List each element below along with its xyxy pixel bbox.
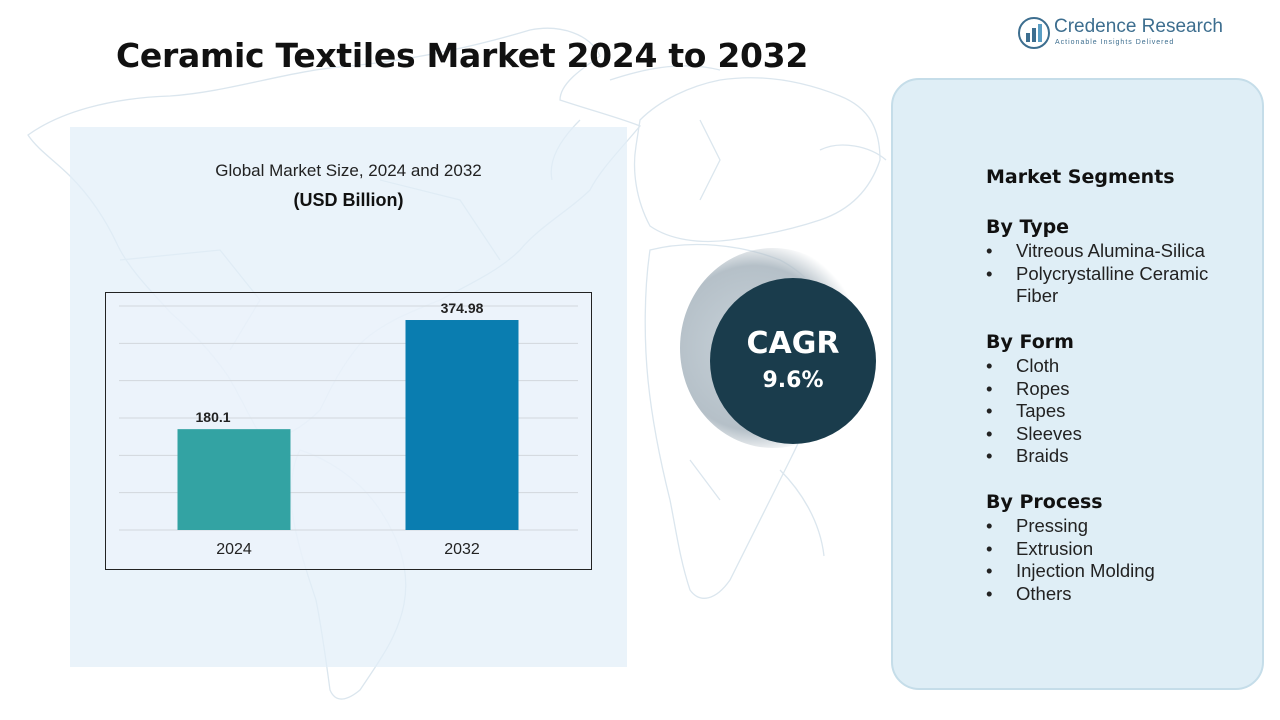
chart-heading: Global Market Size, 2024 and 2032	[215, 161, 482, 180]
logo-name: Credence Research	[1054, 16, 1223, 37]
bullet-icon: •	[986, 515, 993, 536]
segment-item-label: Pressing	[1016, 515, 1088, 536]
page-title: Ceramic Textiles Market 2024 to 2032	[116, 36, 808, 75]
segment-item-label: Sleeves	[1016, 422, 1082, 444]
bullet-icon: •	[986, 537, 993, 559]
segment-item-label: Cloth	[1016, 355, 1060, 376]
segment-item-label: Vitreous Alumina-Silica	[1016, 240, 1205, 261]
bullet-icon: •	[986, 445, 993, 466]
value-label-2032: 374.98	[441, 300, 484, 316]
segment-item-label: Tapes	[1016, 400, 1066, 421]
segment-item-label: Others	[1016, 582, 1072, 604]
logo-tagline: Actionable Insights Delivered	[1055, 39, 1175, 46]
segment-group-title: By Type	[986, 216, 1070, 238]
bullet-icon: •	[986, 262, 993, 284]
bullet-icon: •	[986, 355, 993, 376]
segment-item: • Injection Molding	[986, 560, 1246, 583]
bar-chart: 180.1 2024 374.98 2032	[119, 300, 578, 558]
segment-list: • Pressing • Extrusion • Injection Molding • Ot…	[986, 515, 1246, 605]
segment-item: • Ropes	[986, 378, 1246, 401]
segment-list: • Cloth • Ropes • Tapes • Sleeves • Braids	[986, 355, 1246, 468]
bullet-icon: •	[986, 582, 993, 604]
bullet-icon: •	[986, 400, 993, 421]
bullet-icon: •	[986, 560, 993, 581]
segment-item: • Vitreous Alumina-Silica	[986, 240, 1246, 263]
segment-item-label: Braids	[1016, 445, 1069, 466]
tick-label-2024: 2024	[216, 541, 252, 558]
segments-title: Market Segments	[986, 166, 1175, 188]
segment-item: • Pressing	[986, 515, 1246, 538]
cagr-label: CAGR	[746, 326, 840, 361]
segment-item-label: Extrusion	[1016, 537, 1094, 559]
bar-chart-logo-icon	[1018, 17, 1050, 49]
segment-item-label: Ropes	[1016, 377, 1070, 399]
segment-item: • Braids	[986, 445, 1246, 468]
segment-item-label: Polycrystalline Ceramic Fiber	[1016, 262, 1209, 307]
bullet-icon: •	[986, 422, 993, 444]
segment-item: • Others	[986, 583, 1246, 606]
segment-group-title: By Form	[986, 331, 1074, 353]
segment-list: • Vitreous Alumina-Silica • Polycrystalline…	[986, 240, 1246, 308]
value-label-2024: 180.1	[196, 409, 231, 425]
segment-item: • Sleeves	[986, 423, 1246, 446]
bar-2032	[405, 320, 519, 530]
brand-logo: Credence Research Actionable Insights De…	[1018, 16, 1228, 50]
bar-2024	[177, 429, 291, 530]
cagr-value: 9.6%	[762, 368, 824, 393]
bullet-icon: •	[986, 240, 993, 261]
segment-item: • Extrusion	[986, 538, 1246, 561]
segment-group-title: By Process	[986, 491, 1103, 513]
segment-item: • Polycrystalline Ceramic Fiber	[986, 263, 1246, 308]
segment-item-label: Injection Molding	[1016, 560, 1155, 581]
cagr-badge: CAGR 9.6%	[710, 278, 876, 444]
segments-panel	[891, 78, 1264, 690]
segment-item: • Cloth	[986, 355, 1246, 378]
segment-item: • Tapes	[986, 400, 1246, 423]
chart-unit: (USD Billion)	[293, 190, 404, 210]
tick-label-2032: 2032	[444, 541, 480, 558]
bullet-icon: •	[986, 377, 993, 399]
